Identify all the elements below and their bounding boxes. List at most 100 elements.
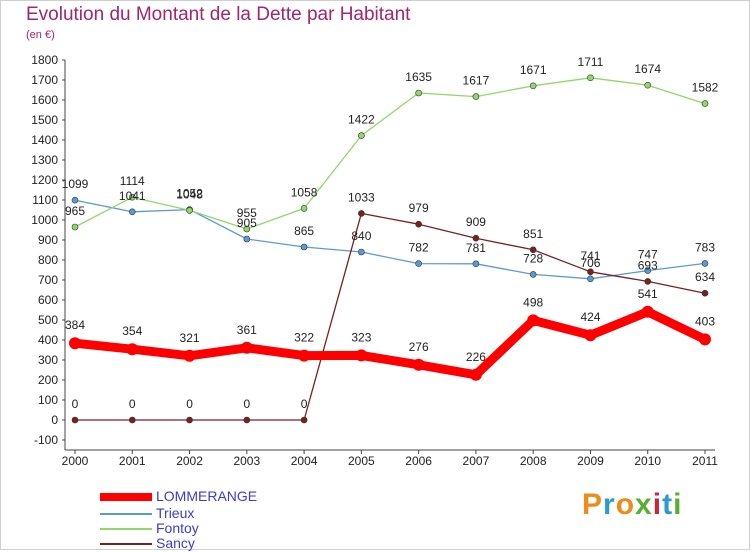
y-tick-label: 1000 [31,213,58,227]
data-point [699,333,711,346]
data-point [71,196,79,204]
data-label: 354 [122,324,142,338]
data-point [300,205,308,212]
data-point [701,100,709,107]
data-point [243,235,251,243]
data-point [472,93,480,100]
data-label: 1033 [348,190,375,204]
data-label: 1711 [578,55,604,69]
data-point [186,416,193,424]
data-label: 323 [351,330,371,344]
data-point [527,314,540,327]
data-point [529,271,537,278]
data-label: 1052 [176,187,203,201]
data-point [587,268,594,276]
data-point [587,74,594,82]
data-label: 1114 [120,174,145,188]
x-tick-label: 2007 [463,454,490,468]
data-label: 865 [294,224,314,238]
y-tick-label: 0 [51,413,58,427]
series-line-trieux [74,199,706,280]
data-label: 361 [237,323,257,337]
data-label: 634 [695,270,715,284]
data-label: 0 [186,397,193,411]
legend-swatch [100,493,152,501]
data-point [128,416,136,424]
data-point [358,248,365,256]
x-tick-label: 2003 [233,454,260,468]
data-label: 741 [580,249,600,263]
data-point [701,289,709,297]
data-label: 541 [638,287,658,301]
data-label: 783 [695,240,715,254]
data-point [358,210,365,217]
y-tick-label: 800 [38,253,58,267]
data-label: 782 [409,241,429,255]
data-label: 276 [409,340,429,354]
y-tick-label: 900 [38,233,58,247]
y-tick-label: 1300 [31,153,58,167]
y-tick-label: 1500 [31,113,58,127]
series-line-lommerange [70,307,710,380]
data-point [183,349,196,362]
legend-swatch [100,513,152,515]
data-point [584,329,597,342]
y-tick-label: 600 [38,293,58,307]
data-label: 1041 [119,189,146,203]
legend-label: LOMMERANGE [156,488,258,504]
data-point [243,416,251,424]
data-label: 0 [243,397,250,411]
y-tick-label: 300 [38,353,58,367]
data-label: 424 [580,310,600,324]
legend-swatch [100,528,152,530]
series-line-sancy [74,212,706,421]
data-label: 1058 [291,185,318,199]
data-point [472,234,480,242]
data-label: 1635 [405,70,432,84]
x-tick-label: 2004 [291,454,318,468]
y-tick-label: 1100 [32,193,58,207]
data-label: 693 [638,258,658,272]
data-point [71,223,79,231]
data-label: 728 [523,251,543,265]
y-tick-label: 700 [38,273,58,287]
data-point [355,349,368,362]
data-label: 0 [72,397,79,411]
y-tick-label: 100 [38,393,58,407]
data-point [240,341,253,354]
data-point [644,278,652,285]
data-label: 0 [129,397,136,411]
data-point [644,267,652,274]
data-label: 0 [301,397,308,411]
y-tick-label: 500 [38,313,58,327]
y-tick-label: 200 [38,373,58,387]
data-point [126,343,139,356]
x-tick-label: 2006 [405,454,432,468]
y-tick-label: 400 [38,333,58,347]
proxiti-logo: Proxiti [582,488,683,521]
data-label: 498 [523,295,543,309]
data-label: 1617 [463,74,490,88]
data-label: 909 [466,215,486,229]
data-point [243,225,251,233]
x-tick-label: 2011 [692,454,718,468]
data-point [529,246,537,254]
x-tick-label: 2005 [348,454,375,468]
data-point [529,82,537,90]
data-point [701,260,709,267]
legend-label: Sancy [156,535,195,551]
data-label: 403 [695,314,715,328]
data-label: 1048 [176,187,203,201]
data-point [415,260,422,267]
data-point [469,368,482,381]
data-label: 965 [65,204,85,218]
legend-swatch [100,543,152,545]
data-label: 226 [466,350,486,364]
legend-label: Fontoy [156,520,199,536]
y-tick-label: 1400 [31,133,58,147]
data-point [300,243,308,251]
x-tick-label: 2008 [520,454,547,468]
data-point [69,337,81,350]
